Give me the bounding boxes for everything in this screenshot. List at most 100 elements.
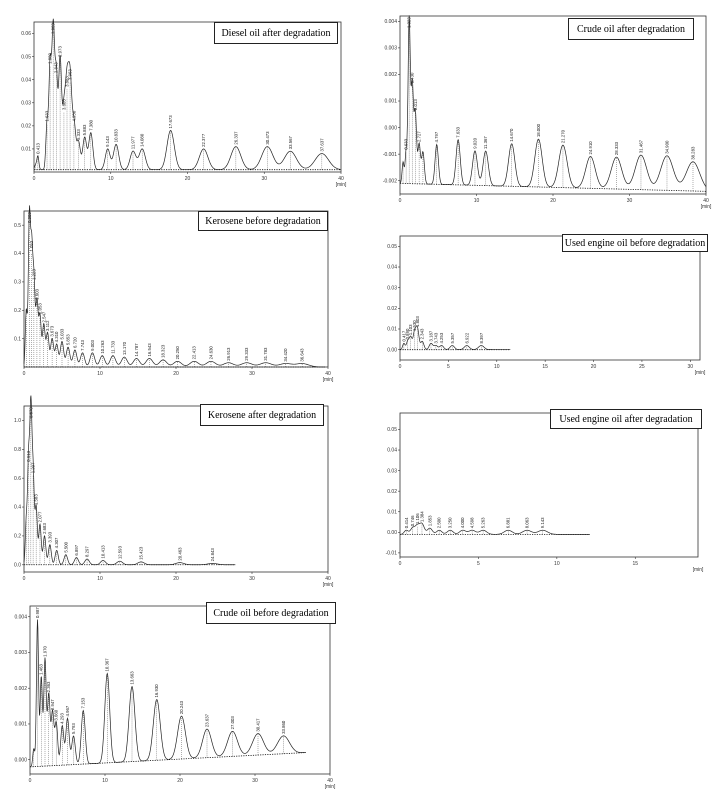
integration-baseline xyxy=(399,182,707,192)
peak-label: 9.143 xyxy=(105,136,110,147)
peak-label: 13.663 xyxy=(130,671,135,685)
peak-label: 24.910 xyxy=(588,141,593,155)
peak-label: 33.860 xyxy=(281,720,286,734)
peak-label: 33.567 xyxy=(288,135,293,149)
peak-label: 1.463 xyxy=(39,664,44,675)
y-tick-label: 0.05 xyxy=(21,54,31,60)
chromatogram-trace xyxy=(399,522,590,535)
y-tick-label: 0.2 xyxy=(14,308,21,314)
peak-label: 1.633 xyxy=(45,110,50,121)
x-tick-label: 0 xyxy=(23,371,26,377)
peak-label: 29.333 xyxy=(244,347,249,361)
peak-label: 15.423 xyxy=(139,546,144,560)
y-tick-label: 0.04 xyxy=(21,77,31,83)
x-tick-label: 20 xyxy=(550,198,556,204)
peak-label: 24.630 xyxy=(208,346,213,360)
peak-label: 3.187 xyxy=(428,330,433,341)
peak-label: 4.950 xyxy=(71,110,76,121)
x-tick-label: 30 xyxy=(261,176,267,182)
peak-label: 5.263 xyxy=(481,517,486,528)
peak-label: 12.593 xyxy=(117,545,122,559)
x-tick-label: 10 xyxy=(494,364,500,370)
chart-crude-after: -0.002 -0.001 0.000 0.001 0.002 0.003 0.004 0 10… xyxy=(368,8,713,213)
y-tick-label: 0.02 xyxy=(387,489,397,495)
peak-label: 2.547 xyxy=(41,311,46,322)
y-tick-label: -0.01 xyxy=(386,551,398,557)
x-tick-label: 20 xyxy=(177,778,183,784)
peak-label: 31.467 xyxy=(638,139,643,153)
chart-kerosene-after: 0.0 0.2 0.4 0.6 0.8 1.0 0 10 20 30 40 [min] 0.613 0.8… xyxy=(8,395,348,590)
integration-baseline xyxy=(29,752,307,768)
chart-used-engine-before-plot: 0.00 0.01 0.02 0.03 0.04 0.05 0 5 10 15 20 25 30[min… xyxy=(387,235,706,376)
peak-label: 1.803 xyxy=(415,316,420,327)
peak-label: 5.357 xyxy=(450,332,455,343)
peak-label: 9.143 xyxy=(540,517,545,528)
y-tick-label: 0.01 xyxy=(387,509,397,515)
chart-diesel-after: 0.01 0.02 0.03 0.04 0.05 0.06 0 10 20 30 40 [min] 0.… xyxy=(8,12,348,192)
y-tick-label: 0.1 xyxy=(14,336,21,342)
y-tick-label: 0.004 xyxy=(384,19,397,25)
x-unit-label: [min] xyxy=(693,567,704,573)
y-tick-label: -0.002 xyxy=(383,178,397,184)
peak-label: 7.153 xyxy=(81,697,86,708)
peak-label: 6.922 xyxy=(464,332,469,343)
peak-label: 10.833 xyxy=(114,129,119,143)
peak-label: 0.414 xyxy=(404,517,409,528)
peak-label: 2.053 xyxy=(37,303,42,314)
peak-label: 21.270 xyxy=(560,129,565,143)
x-unit-label: [min] xyxy=(695,370,706,376)
y-tick-label: 0.003 xyxy=(384,46,397,52)
peak-label: 0.890 xyxy=(405,328,410,339)
peak-label: 27.003 xyxy=(230,716,235,730)
peak-label: 18.323 xyxy=(161,344,166,358)
x-tick-label: 30 xyxy=(252,778,258,784)
peak-label: 6.720 xyxy=(72,337,77,348)
x-tick-label: 40 xyxy=(325,371,331,377)
x-tick-label: 0 xyxy=(33,176,36,182)
peak-label: 1.963 xyxy=(51,23,56,34)
plot-frame xyxy=(399,15,707,195)
peak-label: 20.463 xyxy=(177,547,182,561)
peak-label: 0.803 xyxy=(27,212,32,223)
peak-label: 2.683 xyxy=(42,523,47,534)
x-tick-label: 10 xyxy=(102,778,108,784)
peak-label: 14.080 xyxy=(140,133,145,147)
peak-label: 5.500 xyxy=(63,541,68,552)
peak-label: 26.913 xyxy=(226,347,231,361)
peak-label: 9.020 xyxy=(472,137,477,148)
peak-label: 8.063 xyxy=(525,517,530,528)
x-tick-label: 40 xyxy=(325,576,331,582)
peak-label: 1.223 xyxy=(31,269,36,280)
chart-kerosene-before: 0.1 0.2 0.3 0.4 0.5 0 10 20 30 40 [min] 0.803 1.053 1… xyxy=(8,205,348,385)
peak-label: 0.613 xyxy=(26,450,31,461)
x-tick-label: 0 xyxy=(399,198,402,204)
peak-label: 5.793 xyxy=(71,723,76,734)
x-tick-label: 20 xyxy=(173,576,179,582)
peak-label: 3.603 xyxy=(61,99,66,110)
peak-label: 3.883 xyxy=(65,76,70,87)
y-tick-label: -0.001 xyxy=(383,152,397,158)
x-tick-label: 20 xyxy=(185,176,191,182)
plot-frame xyxy=(399,235,701,361)
x-tick-label: 5 xyxy=(477,561,480,567)
chart-title: Crude oil before degradation xyxy=(206,602,336,624)
peak-label: 4.967 xyxy=(65,705,70,716)
peak-label: 2.947 xyxy=(50,699,55,710)
peak-label: 7.633 xyxy=(456,126,461,137)
peak-label: 2.363 xyxy=(46,681,51,692)
chart-used-engine-before: 0.00 0.01 0.02 0.03 0.04 0.05 0 5 10 15 20 25 30 [min… xyxy=(370,228,715,378)
chromatogram-trace xyxy=(23,205,325,368)
x-tick-label: 0 xyxy=(23,576,26,582)
y-tick-label: 0.000 xyxy=(384,125,397,131)
peak-label: 20.250 xyxy=(175,346,180,360)
peak-label: 0.987 xyxy=(35,607,40,618)
peak-label: 14.670 xyxy=(509,128,514,142)
peak-label: 8.397 xyxy=(479,332,484,343)
peak-label: 4.797 xyxy=(434,131,439,142)
peak-label: 11.733 xyxy=(110,340,115,353)
peak-label: 5.853 xyxy=(66,334,71,345)
peak-label: 1.053 xyxy=(29,240,34,251)
chart-title: Kerosene after degradation xyxy=(200,404,324,426)
y-tick-label: 0.001 xyxy=(14,722,27,728)
peak-label: 3.660 xyxy=(54,709,59,720)
